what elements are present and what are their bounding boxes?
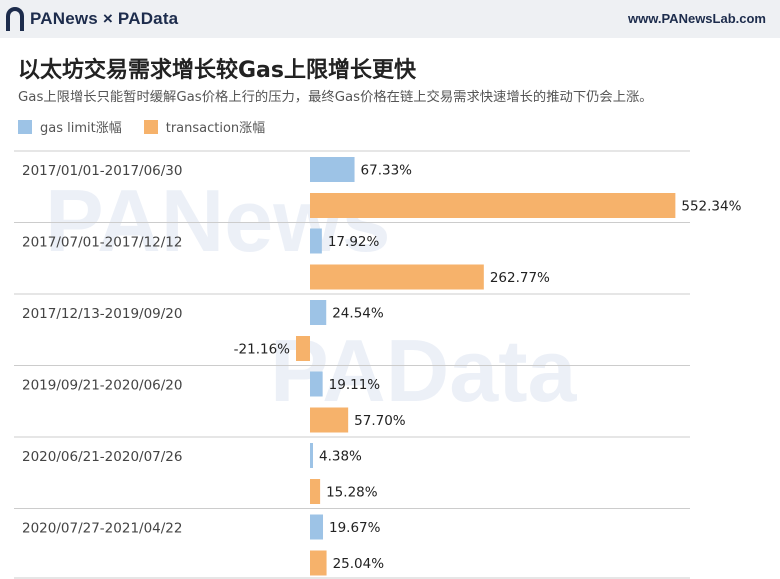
bar-transaction (310, 479, 321, 504)
logo-text: PANews × PAData (30, 9, 179, 28)
legend-item-gas-limit: gas limit涨幅 (18, 117, 122, 136)
bar-transaction (310, 550, 327, 576)
chart-subtitle: Gas上限增长只能暂时缓解Gas价格上行的压力，最终Gas价格在链上交易需求快速… (18, 90, 653, 105)
category-label: 2019/09/21-2020/06/20 (22, 378, 183, 394)
bar-gas-limit (310, 443, 313, 468)
bar-transaction (296, 336, 310, 361)
data-label: 24.54% (332, 306, 384, 322)
brand-logo: PANews × PAData (6, 5, 178, 33)
data-label: 25.04% (333, 556, 385, 572)
data-label: 552.34% (681, 199, 741, 215)
category-label: 2017/01/01-2017/06/30 (22, 163, 183, 179)
bar-gas-limit (310, 514, 324, 540)
bar-gas-limit (310, 300, 327, 325)
panews-logo-icon (6, 7, 24, 31)
bar-gas-limit (310, 228, 322, 254)
category-label: 2017/07/01-2017/12/12 (22, 235, 183, 251)
chart-title: 以太坊交易需求增长较Gas上限增长更快 (18, 58, 416, 83)
legend-swatch-transaction (143, 119, 158, 134)
data-label: 15.28% (326, 485, 378, 501)
data-label: 57.70% (354, 413, 406, 429)
data-label: 4.38% (319, 449, 362, 465)
legend-label-gas-limit: gas limit涨幅 (40, 121, 122, 136)
bar-gas-limit (310, 371, 323, 397)
data-label: 67.33% (361, 163, 413, 179)
bar-transaction (310, 407, 349, 433)
category-label: 2017/12/13-2019/09/20 (22, 306, 183, 322)
bar-transaction (310, 193, 676, 218)
bar-chart: 2017/01/01-2017/06/30 67.33% 552.34% 2017/0… (14, 150, 742, 579)
bar-gas-limit (310, 157, 355, 182)
legend-label-transaction: transaction涨幅 (165, 121, 266, 136)
data-label: 17.92% (328, 234, 380, 250)
data-label: 262.77% (490, 270, 550, 286)
chart-legend: gas limit涨幅 transaction涨幅 (18, 117, 287, 136)
legend-item-transaction: transaction涨幅 (143, 117, 266, 136)
site-url: www.PANewsLab.com (628, 11, 766, 26)
data-label: -21.16% (234, 342, 291, 358)
legend-swatch-gas-limit (18, 119, 32, 134)
bar-transaction (310, 264, 484, 290)
category-label: 2020/06/21-2020/07/26 (22, 449, 183, 465)
data-label: 19.11% (329, 377, 381, 393)
header-bar: PANews × PAData www.PANewsLab.com (0, 0, 780, 38)
category-label: 2020/07/27-2021/04/22 (22, 521, 183, 537)
data-label: 19.67% (329, 520, 381, 536)
